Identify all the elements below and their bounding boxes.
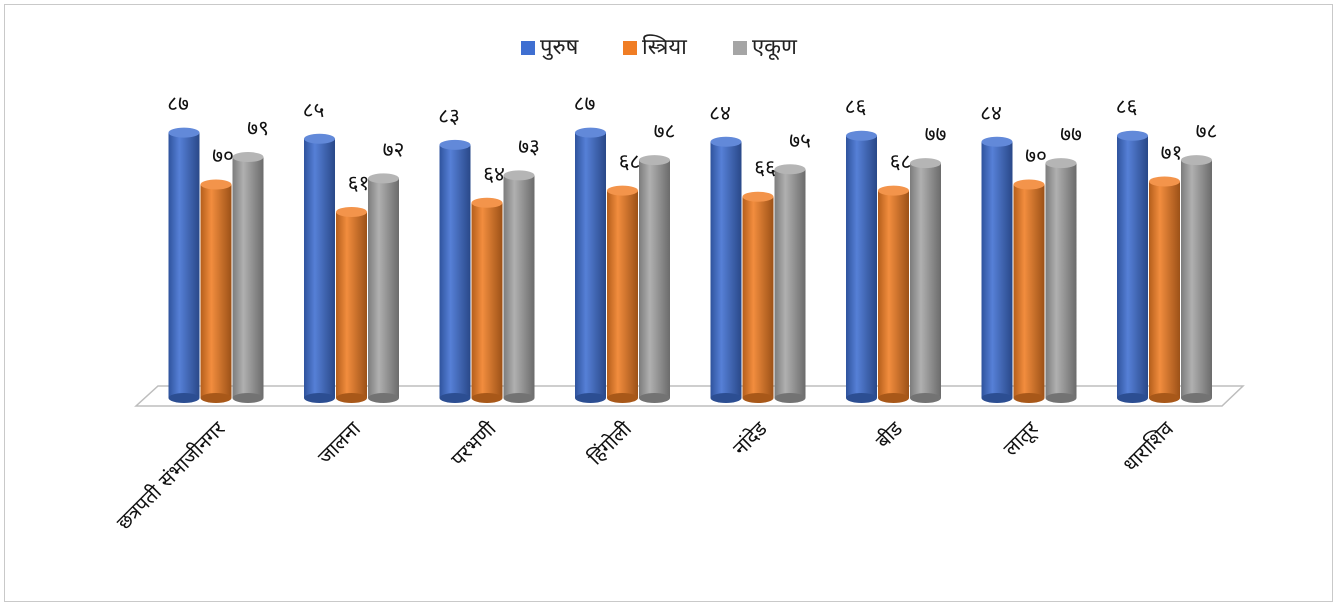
value-label: ६८ [619, 150, 641, 174]
bar-female-2 [336, 206, 367, 403]
bar-total-6 [910, 158, 941, 403]
category-labels: छत्रपती संभाजीनगर जालना परभणी हिंगोली नांदेड… [112, 416, 1179, 534]
category-label: नांदेड [728, 416, 772, 460]
legend-swatch [521, 41, 535, 55]
category-label: बीड [871, 416, 907, 452]
value-label: ६४ [483, 162, 505, 186]
legend-swatch [733, 41, 747, 55]
bar-total-5 [774, 164, 806, 403]
bar-total-2 [368, 173, 399, 403]
bars [168, 127, 1212, 403]
legend-label: एकूण [752, 35, 798, 61]
chart-frame: ८७ ७० ७९ ८५ ६१ ७२ ८३ ६४ ७३ ८७ ६८ ७८ ८४ ६६ ७५ ८६ ६८ ७७ ८४ ७०… [4, 4, 1333, 602]
value-label: ७३ [518, 134, 540, 158]
category-label: लातूर [998, 416, 1043, 461]
bar-total-1 [232, 152, 264, 403]
legend-label: पुरुष [540, 35, 580, 60]
value-labels: ८७ ७० ७९ ८५ ६१ ७२ ८३ ६४ ७३ ८७ ६८ ७८ ८४ ६६ ७५ ८६ ६८ ७७ ८४ ७०… [167, 92, 1217, 195]
bar-female-4 [607, 185, 638, 403]
value-label: ७० [1025, 144, 1047, 168]
chart-floor [134, 385, 1245, 407]
bar-male-3 [439, 139, 471, 403]
value-label: ८३ [438, 104, 460, 128]
bar-male-7 [981, 136, 1013, 403]
value-label: ७० [212, 144, 234, 168]
bar-male-4 [575, 127, 606, 403]
clustered-3d-bar-chart: ८७ ७० ७९ ८५ ६१ ७२ ८३ ६४ ७३ ८७ ६८ ७८ ८४ ६६ ७५ ८६ ६८ ७७ ८४ ७०… [112, 34, 1245, 534]
value-label: ८७ [574, 92, 596, 116]
legend-item: स्त्रिया [623, 34, 687, 60]
bar-male-2 [304, 133, 335, 403]
bar-total-4 [639, 155, 670, 403]
bar-male-8 [1117, 130, 1148, 403]
bar-male-6 [846, 130, 877, 403]
category-label: जालना [313, 416, 366, 469]
value-label: ७१ [1161, 140, 1183, 164]
value-label: ६१ [348, 171, 370, 195]
value-label: ८४ [980, 101, 1002, 125]
value-label: ८६ [1116, 95, 1138, 119]
bar-female-5 [742, 191, 774, 403]
value-label: ८६ [845, 95, 867, 119]
bar-female-8 [1149, 176, 1180, 403]
value-label: ७८ [1196, 119, 1218, 143]
floor-plane [134, 385, 1245, 407]
legend-label: स्त्रिया [642, 34, 687, 60]
bar-female-1 [200, 179, 232, 403]
value-label: ७७ [925, 122, 947, 146]
legend: पुरुष स्त्रिया एकूण [521, 34, 798, 61]
legend-swatch [623, 41, 637, 55]
category-label: परभणी [446, 416, 501, 471]
bar-total-3 [503, 170, 535, 403]
value-label: ८४ [709, 101, 731, 125]
category-label: हिंगोली [583, 416, 637, 470]
category-label: धाराशिव [1118, 416, 1179, 477]
bar-female-7 [1013, 179, 1045, 403]
legend-item: पुरुष [521, 35, 580, 60]
value-label: ७८ [654, 119, 676, 143]
value-label: ६६ [754, 156, 776, 180]
value-label: ७५ [789, 128, 811, 152]
legend-item: एकूण [733, 35, 798, 61]
category-label: छत्रपती संभाजीनगर [112, 416, 230, 534]
bar-female-3 [471, 197, 503, 403]
bar-male-5 [710, 136, 742, 403]
bar-female-6 [878, 185, 909, 403]
value-label: ७२ [383, 137, 405, 161]
bar-total-7 [1045, 158, 1077, 403]
value-label: ८७ [167, 92, 189, 116]
value-label: ६८ [890, 150, 912, 174]
value-label: ७७ [1060, 122, 1082, 146]
bar-male-1 [168, 127, 200, 403]
value-label: ८५ [303, 98, 325, 122]
bar-total-8 [1181, 155, 1212, 403]
value-label: ७९ [247, 116, 269, 140]
